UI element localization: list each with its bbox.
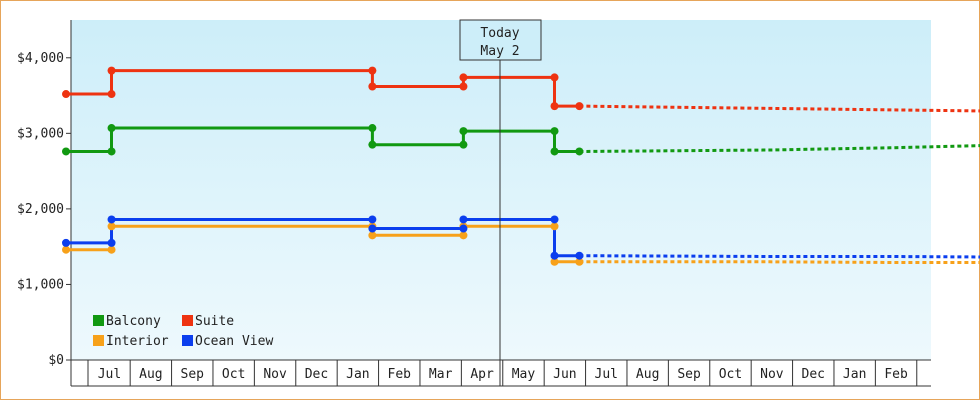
data-point: [62, 147, 70, 156]
series-line-ocean-view: [66, 218, 580, 258]
data-point: [575, 147, 584, 156]
series-line-suite: [66, 69, 580, 108]
series-line-balcony: [66, 126, 580, 153]
data-point: [550, 222, 559, 231]
today-box: [459, 19, 542, 61]
data-point: [62, 90, 70, 99]
x-tick-label: Sep: [181, 367, 205, 382]
data-point: [107, 90, 116, 99]
x-tick-label: Nov: [263, 367, 287, 382]
data-point: [575, 251, 584, 260]
data-point: [550, 102, 559, 111]
data-point: [107, 238, 116, 247]
x-tick-label: Dec: [802, 367, 825, 382]
data-point: [107, 124, 116, 133]
data-point: [368, 140, 377, 149]
legend-label: Suite: [195, 314, 234, 329]
data-point: [62, 245, 70, 254]
data-point: [550, 257, 559, 266]
data-point: [62, 238, 70, 247]
x-tick-label: May: [512, 367, 536, 382]
data-point: [368, 66, 377, 75]
x-tick-label: Mar: [429, 367, 453, 382]
data-point: [368, 224, 377, 233]
forecast-line-suite: [579, 104, 980, 113]
data-point: [459, 127, 468, 136]
forecast-line-balcony: [579, 144, 980, 153]
forecast-line-interior: [579, 260, 980, 264]
data-point: [459, 231, 468, 240]
y-tick-label: $1,000: [17, 277, 64, 292]
legend-label: Ocean View: [195, 334, 273, 349]
data-point: [550, 251, 559, 260]
data-point: [459, 224, 468, 233]
data-point: [550, 215, 559, 224]
today-date: May 2: [480, 44, 519, 59]
y-tick-label: $4,000: [17, 51, 64, 66]
y-tick-label: $3,000: [17, 126, 64, 141]
data-point: [107, 245, 116, 254]
legend-swatch: [93, 315, 104, 326]
x-tick-label: Jul: [595, 367, 618, 382]
today-label: Today: [480, 26, 519, 41]
data-point: [550, 147, 559, 156]
legend-swatch: [182, 315, 193, 326]
y-tick-label: $0: [48, 353, 64, 368]
y-tick-label: $2,000: [17, 202, 64, 217]
data-point: [575, 257, 584, 266]
data-point: [459, 140, 468, 149]
legend-swatch: [182, 335, 193, 346]
data-point: [107, 215, 116, 224]
data-point: [107, 66, 116, 75]
data-point: [368, 231, 377, 240]
x-tick-label: Feb: [884, 367, 908, 382]
x-tick-label: Sep: [677, 367, 701, 382]
legend-swatch: [93, 335, 104, 346]
x-tick-label: Jan: [346, 367, 369, 382]
data-point: [459, 82, 468, 91]
x-tick-label: Jun: [553, 367, 576, 382]
x-tick-label: Oct: [719, 367, 742, 382]
data-point: [575, 102, 584, 111]
data-point: [107, 147, 116, 156]
data-point: [550, 73, 559, 82]
legend-label: Interior: [106, 334, 169, 349]
data-point: [550, 127, 559, 136]
x-tick-label: Oct: [222, 367, 245, 382]
x-tick-label: Apr: [470, 367, 494, 382]
x-tick-label: Nov: [760, 367, 784, 382]
x-tick-label: Aug: [636, 367, 659, 382]
data-point: [459, 215, 468, 224]
x-tick-label: Dec: [305, 367, 328, 382]
x-tick-label: Aug: [139, 367, 162, 382]
data-point: [107, 222, 116, 231]
x-tick-label: Feb: [388, 367, 412, 382]
data-point: [368, 215, 377, 224]
data-point: [368, 82, 377, 91]
x-tick-label: Jul: [98, 367, 121, 382]
data-point: [368, 124, 377, 133]
legend-label: Balcony: [106, 314, 161, 329]
data-point: [459, 73, 468, 82]
forecast-line-ocean-view: [579, 254, 980, 259]
x-tick-label: Jan: [843, 367, 866, 382]
